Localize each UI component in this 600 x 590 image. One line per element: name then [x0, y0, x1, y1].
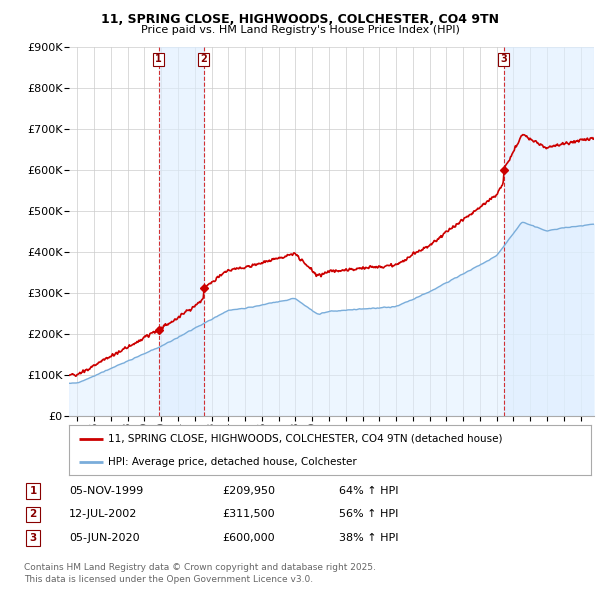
Text: 11, SPRING CLOSE, HIGHWOODS, COLCHESTER, CO4 9TN (detached house): 11, SPRING CLOSE, HIGHWOODS, COLCHESTER,…	[108, 434, 503, 444]
Text: 1: 1	[155, 54, 162, 64]
Text: 56% ↑ HPI: 56% ↑ HPI	[339, 510, 398, 519]
Text: 12-JUL-2002: 12-JUL-2002	[69, 510, 137, 519]
Text: 1: 1	[29, 486, 37, 496]
Text: 05-JUN-2020: 05-JUN-2020	[69, 533, 140, 543]
Text: 38% ↑ HPI: 38% ↑ HPI	[339, 533, 398, 543]
Text: £600,000: £600,000	[222, 533, 275, 543]
Text: Price paid vs. HM Land Registry's House Price Index (HPI): Price paid vs. HM Land Registry's House …	[140, 25, 460, 35]
Text: Contains HM Land Registry data © Crown copyright and database right 2025.: Contains HM Land Registry data © Crown c…	[24, 563, 376, 572]
Text: 2: 2	[200, 54, 207, 64]
Text: 64% ↑ HPI: 64% ↑ HPI	[339, 486, 398, 496]
Text: £311,500: £311,500	[222, 510, 275, 519]
Text: 2: 2	[29, 510, 37, 519]
Text: 3: 3	[29, 533, 37, 543]
Text: 3: 3	[500, 54, 507, 64]
Text: HPI: Average price, detached house, Colchester: HPI: Average price, detached house, Colc…	[108, 457, 357, 467]
Text: This data is licensed under the Open Government Licence v3.0.: This data is licensed under the Open Gov…	[24, 575, 313, 584]
Text: 05-NOV-1999: 05-NOV-1999	[69, 486, 143, 496]
Text: £209,950: £209,950	[222, 486, 275, 496]
Bar	[158, 47, 203, 416]
Text: 11, SPRING CLOSE, HIGHWOODS, COLCHESTER, CO4 9TN: 11, SPRING CLOSE, HIGHWOODS, COLCHESTER,…	[101, 13, 499, 26]
Bar	[504, 47, 594, 416]
